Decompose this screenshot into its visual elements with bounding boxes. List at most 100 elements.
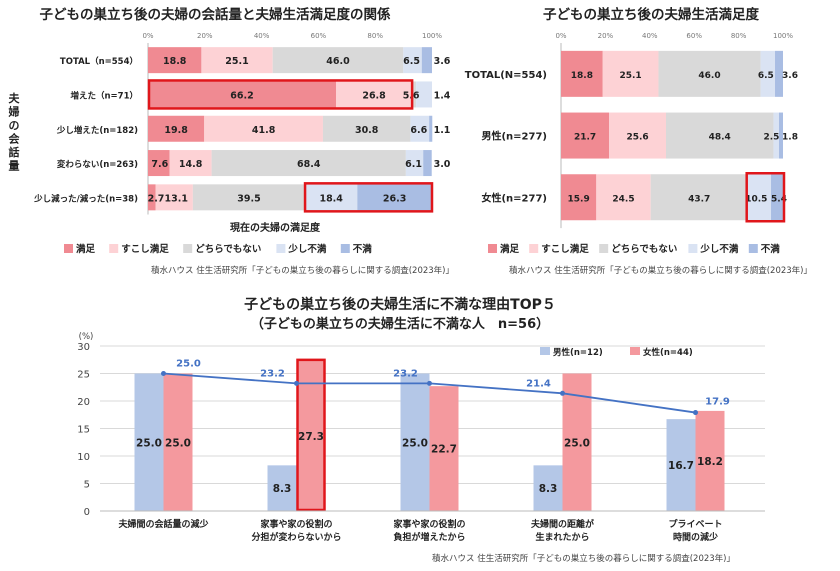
chart1-bar-neutral bbox=[322, 115, 411, 142]
chart3-total-point bbox=[161, 371, 166, 376]
chart3-legend-swatch bbox=[630, 347, 640, 355]
chart1-tick-label: 80% bbox=[367, 32, 383, 40]
chart2-tick-label: 100% bbox=[773, 32, 793, 40]
chart1-xlabel: 現在の夫婦の満足度 bbox=[230, 221, 321, 234]
chart1-data-label: 6.6 bbox=[410, 125, 427, 136]
chart2-data-label: 1.8 bbox=[782, 133, 798, 143]
chart2-highlight-box bbox=[745, 172, 786, 223]
chart2-bar-dissatisfied bbox=[775, 50, 783, 97]
chart2-legend-label: 少し不満 bbox=[699, 243, 739, 255]
chart3-total-point bbox=[294, 380, 299, 386]
chart1-data-label: 6.5 bbox=[403, 56, 420, 67]
chart1-ylabel-char: 会 bbox=[9, 132, 21, 146]
chart3-legend: 男性(n=12) 女性(n=44) bbox=[540, 347, 693, 358]
chart3-bar-female bbox=[695, 410, 725, 511]
chart3-data-label: 8.3 bbox=[539, 483, 558, 495]
chart3-tick-label: 15 bbox=[77, 425, 90, 436]
chart1-bar-somewhat-dissatisfied bbox=[410, 115, 430, 142]
chart3-highlight-box bbox=[296, 358, 326, 512]
chart3-total-label: 25.0 bbox=[176, 359, 201, 370]
chart1-bar-satisfied bbox=[148, 47, 202, 74]
chart3-category-label: 生まれたから bbox=[535, 531, 589, 543]
chart1-legend-label: 満足 bbox=[76, 243, 96, 255]
chart2-data-label: 18.8 bbox=[571, 71, 593, 81]
chart1-ylabel-char: 量 bbox=[9, 160, 20, 173]
chart2-source: 積水ハウス 住生活研究所「子どもの巣立ち後の暮らしに関する調査(2023年)」 bbox=[509, 265, 812, 276]
chart1-bar-neutral bbox=[192, 184, 306, 211]
chart2-data-label: 15.9 bbox=[568, 194, 590, 204]
chart1-bar-somewhat-dissatisfied bbox=[405, 150, 424, 177]
chart1-data-label: 14.8 bbox=[179, 159, 203, 170]
chart2-plot: 0% 20% 40% 60% 80% 100% TOTAL(N=554) 男性(n=277) 女… bbox=[465, 32, 798, 229]
chart1-bar-somewhat-satisfied bbox=[204, 115, 323, 142]
chart1-legend-swatch bbox=[64, 244, 73, 253]
chart1-legend-swatch bbox=[183, 244, 193, 253]
chart1-data-label: 18.4 bbox=[319, 193, 343, 204]
chart1-bar-neutral bbox=[211, 150, 406, 177]
chart1-ylabel-char: の bbox=[9, 119, 20, 132]
chart3-category-label: 時間の減少 bbox=[673, 531, 718, 543]
chart3-category-label: 分担が変わらないから bbox=[251, 531, 341, 543]
chart2-category-label: 女性(n=277) bbox=[481, 191, 547, 204]
chart2-category-label: 男性(n=277) bbox=[481, 130, 547, 143]
chart2-title: 子どもの巣立ち後の夫婦生活満足度 bbox=[543, 6, 759, 23]
chart3-yunit: (%) bbox=[79, 332, 94, 342]
chart3-bar-female bbox=[163, 373, 193, 511]
chart2-tick-label: 40% bbox=[642, 32, 658, 40]
chart3-legend-label: 男性(n=12) bbox=[553, 347, 603, 358]
chart1-data-label: 7.6 bbox=[151, 159, 168, 170]
chart3-bar-female bbox=[296, 360, 326, 511]
chart2-legend-swatch bbox=[599, 244, 609, 253]
chart1-bar-dissatisfied bbox=[429, 115, 433, 142]
chart1-bar-somewhat-satisfied bbox=[336, 81, 413, 108]
chart1-bar-satisfied bbox=[148, 115, 205, 142]
chart2-legend-swatch bbox=[688, 244, 698, 253]
chart3-total-point bbox=[693, 410, 698, 416]
chart2-tick-label: 80% bbox=[731, 32, 747, 40]
chart3-category-label: 負担が増えたから bbox=[393, 531, 465, 543]
chart3-data-label: 22.7 bbox=[431, 444, 457, 456]
chart1-bar-dissatisfied bbox=[357, 184, 432, 211]
chart3-legend-swatch bbox=[540, 347, 550, 355]
chart3-legend-label: 女性(n=44) bbox=[643, 347, 693, 358]
chart2-bar-satisfied bbox=[561, 174, 597, 221]
chart2-data-label: 24.5 bbox=[612, 194, 634, 204]
chart1-data-label: 46.0 bbox=[326, 56, 350, 67]
chart2-tick-label: 60% bbox=[686, 32, 702, 40]
chart3-data-label: 25.0 bbox=[136, 437, 162, 449]
chart2-data-label: 6.5 bbox=[758, 71, 774, 81]
chart2-bar-somewhat-satisfied bbox=[596, 174, 651, 221]
chart2-bar-dissatisfied bbox=[779, 112, 783, 159]
chart1-tick-label: 0% bbox=[142, 32, 153, 40]
chart1-bar-dissatisfied bbox=[423, 150, 432, 177]
chart1-tick-label: 100% bbox=[422, 32, 442, 40]
chart2-data-label: 48.4 bbox=[709, 133, 731, 143]
chart1-bar-somewhat-satisfied bbox=[169, 150, 212, 177]
chart3-tick-label: 10 bbox=[77, 452, 90, 463]
chart2-data-label: 5.4 bbox=[771, 194, 787, 204]
chart3-total-point bbox=[427, 380, 432, 386]
chart3-data-label: 25.0 bbox=[564, 437, 590, 449]
chart3-bar-male bbox=[267, 465, 297, 511]
chart1-bar-somewhat-dissatisfied bbox=[416, 81, 432, 108]
chart1-data-label: 39.5 bbox=[237, 193, 260, 204]
chart3-category-label: 夫婦間の距離が bbox=[531, 518, 595, 530]
chart2-legend-label: すこし満足 bbox=[541, 243, 589, 255]
chart1-source: 積水ハウス 住生活研究所「子どもの巣立ち後の暮らしに関する調査(2023年)」 bbox=[151, 265, 454, 276]
chart1-data-label: 19.8 bbox=[164, 125, 188, 136]
chart1-data-label: 6.1 bbox=[405, 159, 422, 170]
chart2-bar-somewhat-dissatisfied bbox=[747, 174, 772, 221]
chart1-data-label: 68.4 bbox=[297, 159, 321, 170]
chart2-data-label: 3.6 bbox=[782, 71, 798, 81]
chart1-bar-somewhat-satisfied bbox=[155, 184, 193, 211]
chart1-bar-somewhat-dissatisfied bbox=[305, 184, 358, 211]
chart3-source: 積水ハウス 住生活研究所「子どもの巣立ち後の暮らしに関する調査(2023年)」 bbox=[432, 553, 735, 564]
chart1-highlight-box bbox=[303, 182, 434, 213]
chart3-tick-label: 30 bbox=[77, 342, 90, 353]
chart1-tick-label: 40% bbox=[254, 32, 270, 40]
chart1-bar-dissatisfied bbox=[421, 47, 432, 74]
chart1-bar-satisfied bbox=[148, 81, 337, 108]
chart3-bar-male bbox=[666, 419, 696, 511]
chart1-data-label: 18.8 bbox=[163, 56, 187, 67]
